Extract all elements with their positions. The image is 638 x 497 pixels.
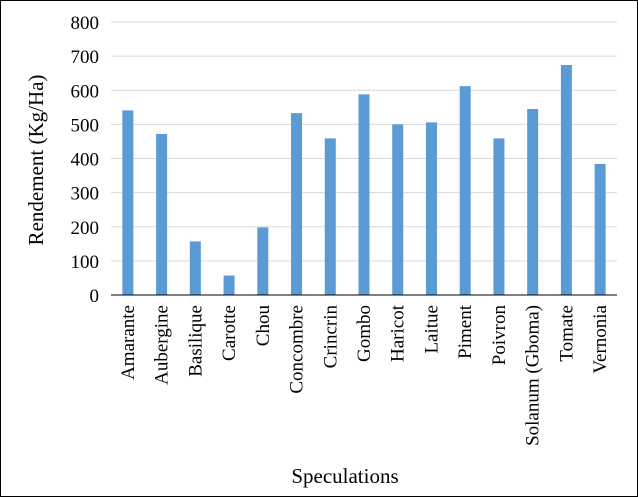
x-tick-label: Chou <box>253 305 274 347</box>
bar-aubergine <box>156 133 168 295</box>
bar-solanum-gboma <box>527 109 539 295</box>
bar-gombo <box>358 94 370 295</box>
y-tick-label: 0 <box>90 286 100 307</box>
x-tick-label: Vernonia <box>590 304 611 373</box>
x-tick-label: Piment <box>455 304 476 359</box>
bar-carotte <box>223 275 235 295</box>
bar-tomate <box>560 64 572 295</box>
x-tick-label: Laitue <box>421 305 442 354</box>
x-tick-label: Haricot <box>388 304 409 362</box>
x-tick-label: Tomate <box>556 305 577 362</box>
x-tick-label: Basilique <box>185 305 206 377</box>
bar-concombre <box>291 113 303 296</box>
bar-piment <box>459 86 471 295</box>
bars <box>122 64 606 296</box>
y-tick-labels: 0 100 200 300 400 500 600 700 800 <box>71 13 100 307</box>
bar-poivron <box>493 138 505 295</box>
y-tick-label: 800 <box>71 13 100 34</box>
y-tick-label: 300 <box>71 184 100 205</box>
bar-haricot <box>392 124 404 295</box>
y-tick-label: 700 <box>71 47 100 68</box>
x-tick-label: Poivron <box>489 305 510 366</box>
x-axis-title: Speculations <box>291 464 398 488</box>
bar-amarante <box>122 110 134 295</box>
bar-vernonia <box>594 163 606 295</box>
y-tick-label: 600 <box>71 81 100 102</box>
y-tick-label: 500 <box>71 115 100 136</box>
y-axis-title: Rendement (Kg/Ha) <box>24 75 48 246</box>
y-tick-label: 200 <box>71 218 100 239</box>
y-tick-label: 400 <box>71 150 100 171</box>
bar-chou <box>257 227 269 295</box>
x-tick-label: Gombo <box>354 305 375 362</box>
bar-crincrin <box>324 138 336 295</box>
x-tick-label: Carotte <box>219 305 240 361</box>
bar-laitue <box>425 122 437 295</box>
x-tick-label: Aubergine <box>152 305 173 385</box>
x-tick-labels: Amarante Aubergine Basilique Carotte Chou Con… <box>118 304 611 446</box>
x-tick-label: Solanum (Gboma) <box>523 305 544 446</box>
x-tick-label: Amarante <box>118 305 139 380</box>
x-tick-label: Concombre <box>287 305 308 394</box>
x-tick-label: Crincrin <box>320 305 341 369</box>
bar-basilique <box>189 241 201 295</box>
y-tick-label: 100 <box>71 252 100 273</box>
